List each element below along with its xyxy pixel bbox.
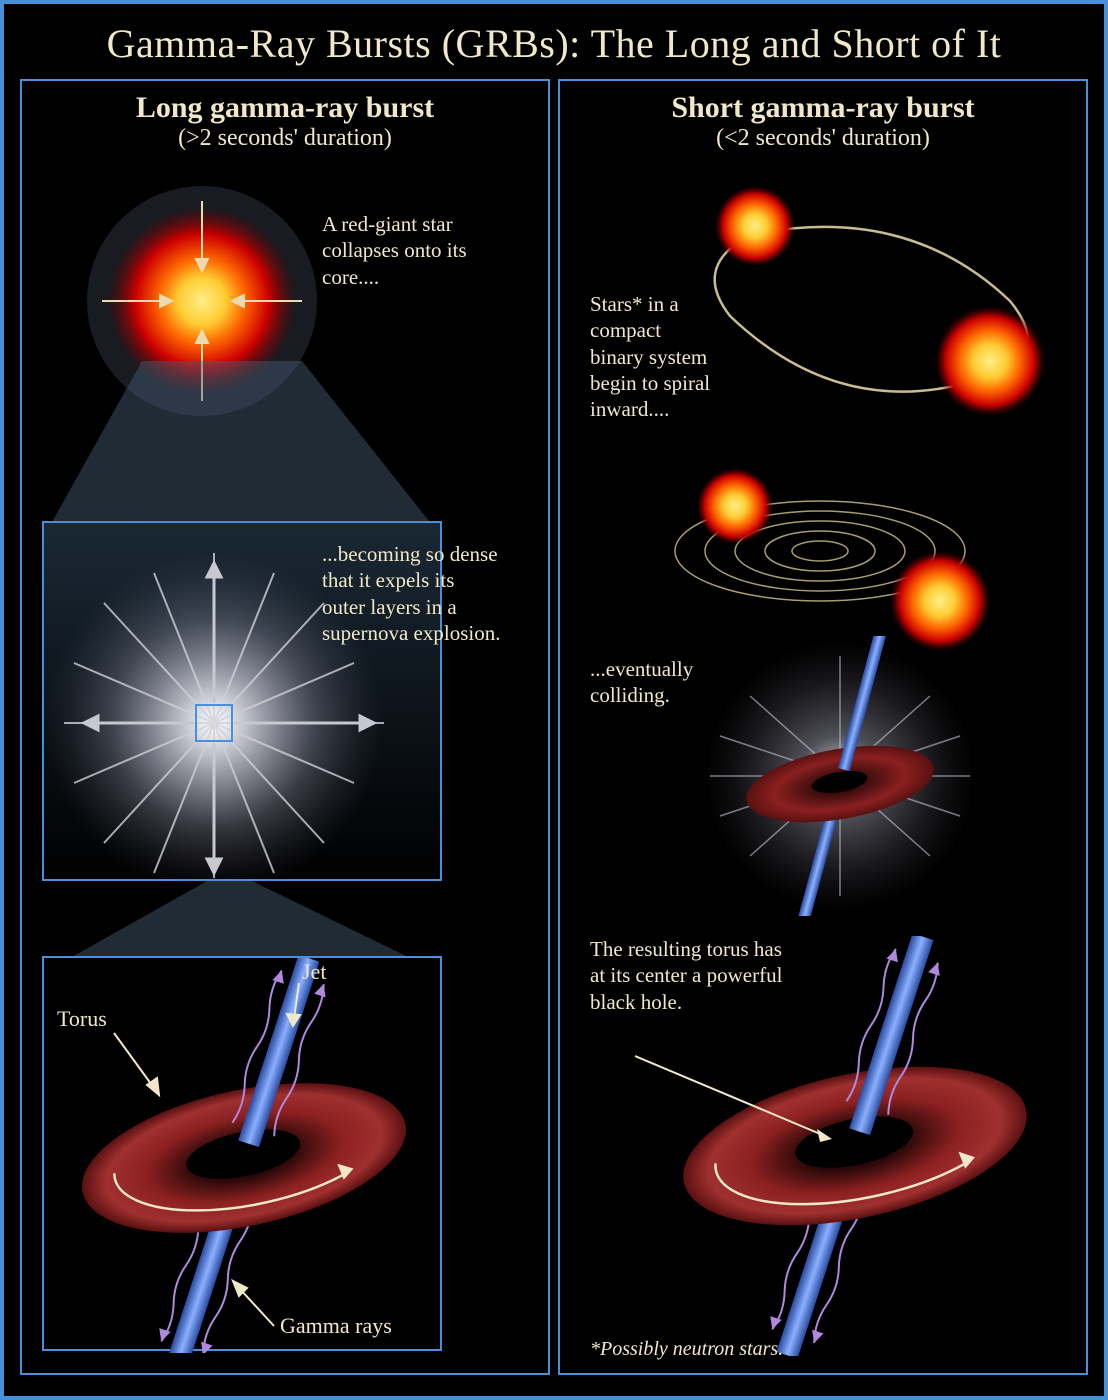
main-title: Gamma-Ray Bursts (GRBs): The Long and Sh… (4, 4, 1104, 79)
zoom-triangle-icon (42, 361, 442, 541)
left-panel: Long gamma-ray burst (>2 seconds' durati… (20, 79, 550, 1375)
collision-icon (650, 636, 1030, 916)
torus-label: Torus (57, 1006, 107, 1032)
left-caption-2: ...becoming so dense that it expels its … (322, 541, 502, 646)
left-caption-1: A red-giant star collapses onto its core… (322, 211, 502, 290)
panel-container: Long gamma-ray burst (>2 seconds' durati… (4, 79, 1104, 1391)
footnote: *Possibly neutron stars. (590, 1338, 783, 1361)
jet-label: Jet (302, 959, 326, 985)
spiral-icon (620, 461, 1040, 661)
left-subtitle: (>2 seconds' duration) (22, 125, 548, 152)
gamma-label: Gamma rays (280, 1313, 392, 1339)
final-torus-icon (625, 936, 1065, 1356)
right-caption-1: Stars* in a compact binary system begin … (590, 291, 720, 422)
right-title: Short gamma-ray burst (560, 91, 1086, 125)
left-title: Long gamma-ray burst (22, 91, 548, 125)
right-subtitle: (<2 seconds' duration) (560, 125, 1086, 152)
right-panel: Short gamma-ray burst (<2 seconds' durat… (558, 79, 1088, 1375)
